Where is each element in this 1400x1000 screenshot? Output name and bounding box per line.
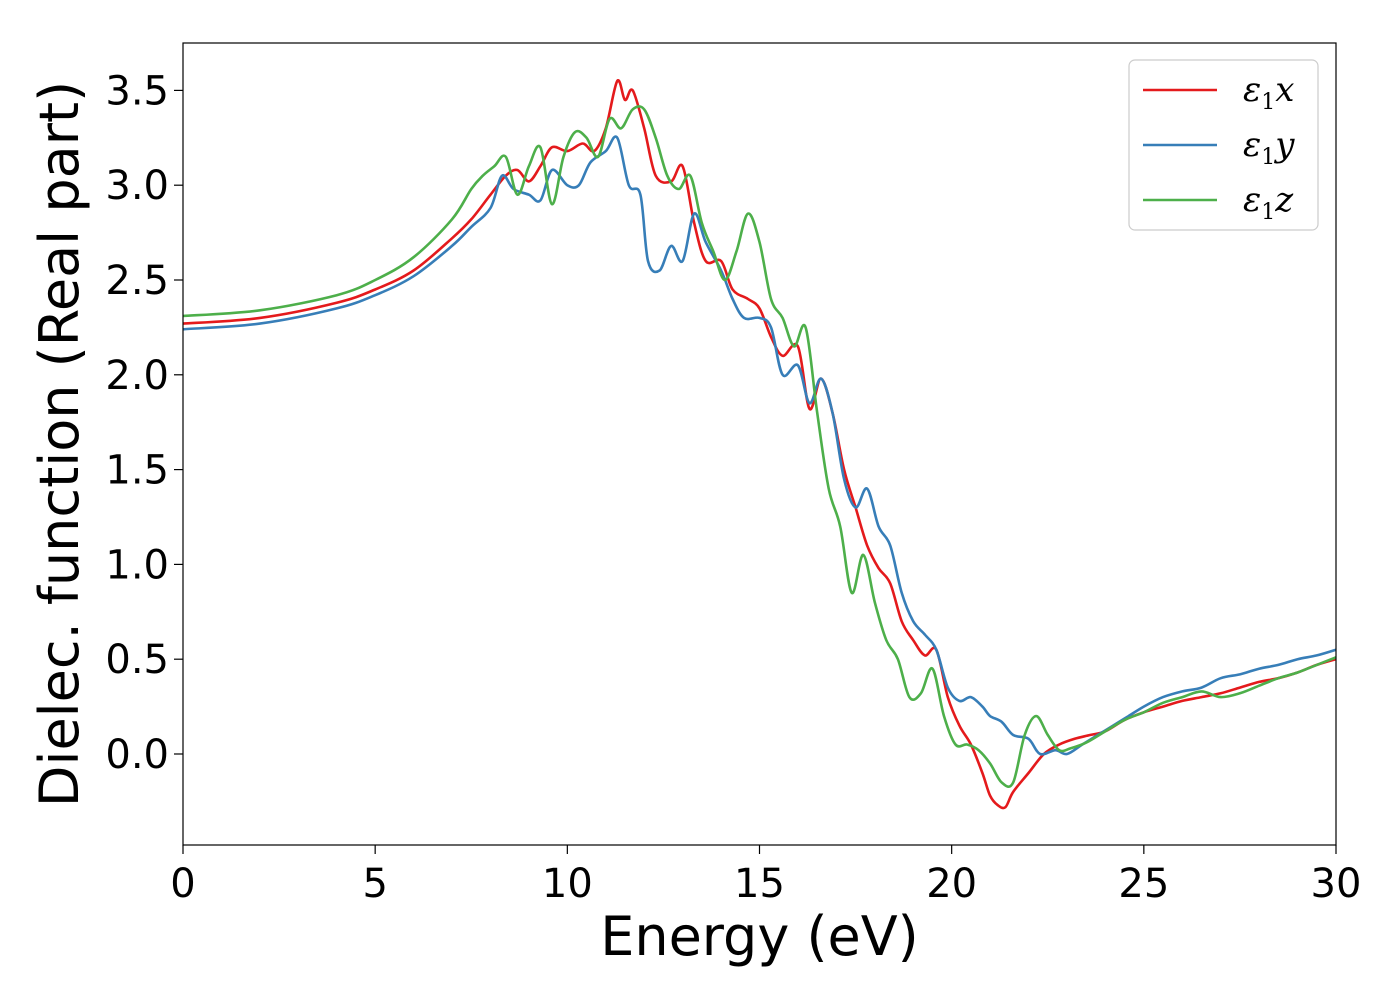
legend-symbol: ε — [1243, 180, 1261, 220]
y-axis-title: Dielec. function (Real part) — [28, 81, 91, 807]
legend-label-y: ε1y — [1243, 125, 1295, 170]
legend-box — [1128, 59, 1319, 231]
x-tick-label: 10 — [542, 861, 593, 907]
legend-suffix: y — [1273, 125, 1295, 165]
y-tick-label: 2.0 — [105, 353, 169, 399]
legend-suffix: x — [1275, 70, 1294, 110]
x-tick-label: 15 — [734, 861, 785, 907]
legend-symbol: ε — [1243, 125, 1261, 165]
y-axis: 0.0 0.5 1.0 1.5 2.0 2.5 3.0 3.5 — [105, 68, 183, 778]
series-line-z — [183, 105, 1336, 789]
y-tick-label: 0.5 — [105, 637, 169, 683]
y-tick-label: 0.0 — [105, 732, 169, 778]
y-tick-label: 3.0 — [105, 163, 169, 209]
x-axis: 0 5 10 15 20 25 30 — [170, 845, 1361, 907]
y-tick-label: 1.5 — [105, 448, 169, 494]
x-axis-title: Energy (eV) — [600, 905, 919, 968]
y-tick-label: 2.5 — [105, 258, 169, 304]
legend-suffix: z — [1274, 180, 1294, 220]
legend-subscript: 1 — [1261, 90, 1275, 115]
legend-label-x: ε1x — [1243, 70, 1294, 115]
x-tick-label: 20 — [926, 861, 977, 907]
x-tick-label: 5 — [362, 861, 387, 907]
y-tick-label: 3.5 — [105, 68, 169, 114]
x-tick-label: 0 — [170, 861, 195, 907]
legend-label-z: ε1z — [1243, 180, 1294, 225]
series-layer — [183, 79, 1336, 810]
y-tick-label: 1.0 — [105, 542, 169, 588]
x-tick-label: 30 — [1311, 861, 1362, 907]
legend-symbol: ε — [1243, 70, 1261, 110]
legend-subscript: 1 — [1261, 200, 1275, 225]
legend-subscript: 1 — [1261, 145, 1275, 170]
x-tick-label: 25 — [1118, 861, 1169, 907]
